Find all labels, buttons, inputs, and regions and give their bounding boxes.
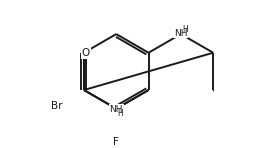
Text: NH: NH xyxy=(174,29,188,38)
Text: NH: NH xyxy=(109,105,123,114)
Text: H: H xyxy=(182,25,188,34)
Text: F: F xyxy=(113,137,119,147)
Text: H: H xyxy=(117,108,123,118)
Text: Br: Br xyxy=(51,101,62,111)
Text: O: O xyxy=(82,48,90,58)
